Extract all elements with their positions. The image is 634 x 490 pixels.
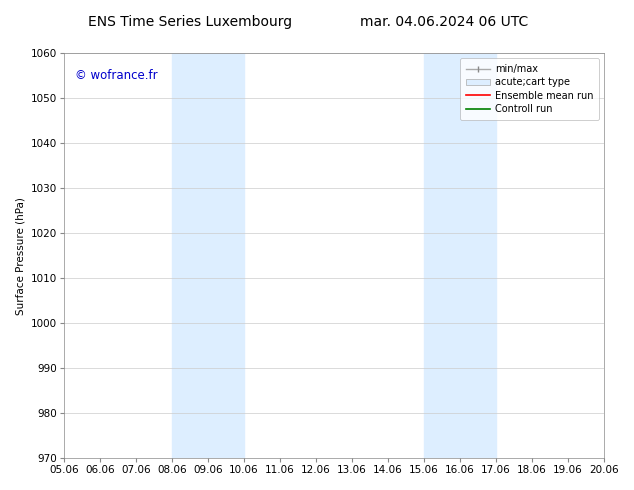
Text: ENS Time Series Luxembourg: ENS Time Series Luxembourg (88, 15, 292, 29)
Y-axis label: Surface Pressure (hPa): Surface Pressure (hPa) (15, 197, 25, 315)
Text: © wofrance.fr: © wofrance.fr (75, 70, 157, 82)
Bar (424, 53, 496, 458)
Text: mar. 04.06.2024 06 UTC: mar. 04.06.2024 06 UTC (359, 15, 528, 29)
Bar (172, 53, 244, 458)
Legend: min/max, acute;cart type, Ensemble mean run, Controll run: min/max, acute;cart type, Ensemble mean … (460, 58, 599, 120)
